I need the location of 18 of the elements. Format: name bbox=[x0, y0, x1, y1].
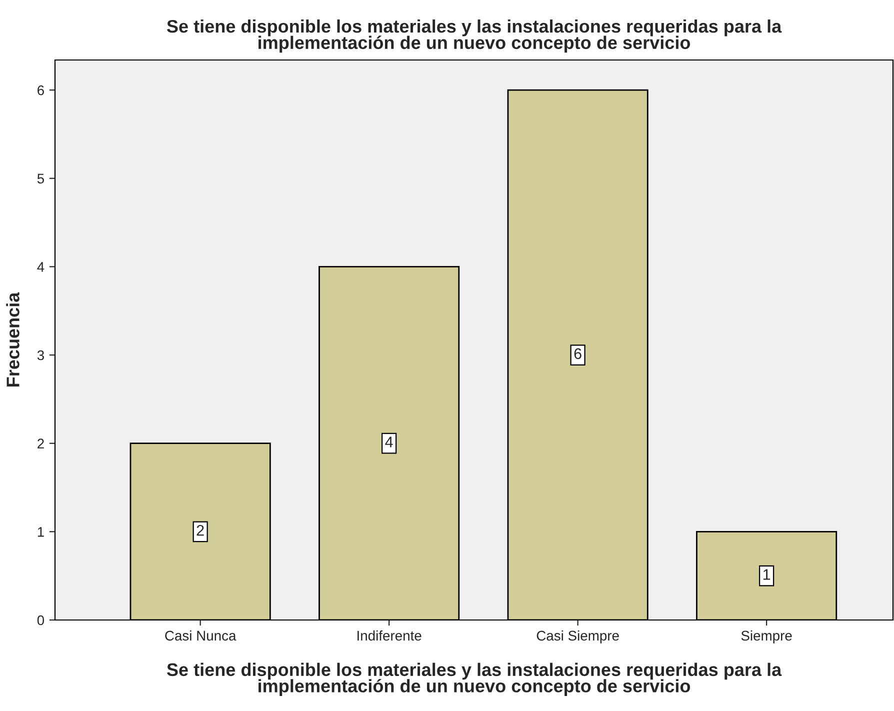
x-tick-label: Casi Nunca bbox=[165, 630, 236, 641]
data-label: 6 bbox=[574, 348, 582, 360]
data-label: 1 bbox=[763, 569, 770, 580]
y-tick-label: 6 bbox=[38, 85, 44, 96]
y-tick-label: 0 bbox=[37, 615, 44, 626]
x-axis-title: Se tiene disponible los materiales y las instalaciones requeridas para la implementación de un nuevo concepto de servicio bbox=[166, 662, 782, 696]
data-label: 2 bbox=[196, 524, 204, 536]
data-label: 4 bbox=[385, 436, 393, 448]
y-tick-label: 4 bbox=[37, 262, 44, 272]
y-tick-label: 3 bbox=[37, 350, 44, 360]
x-tick-label: Indiferente bbox=[358, 630, 422, 641]
y-tick-label: 1 bbox=[38, 527, 44, 537]
x-tick-label: Casi Siempre bbox=[536, 630, 619, 644]
chart-title: Se tiene disponible los materiales y las instalaciones requeridas para la implementación de un nuevo concepto de servicio bbox=[166, 19, 782, 53]
y-tick-label: 5 bbox=[37, 174, 44, 184]
x-tick-label: Siempre bbox=[741, 630, 792, 644]
y-axis-title: Frecuencia bbox=[6, 292, 20, 386]
y-tick-label: 2 bbox=[38, 438, 44, 448]
